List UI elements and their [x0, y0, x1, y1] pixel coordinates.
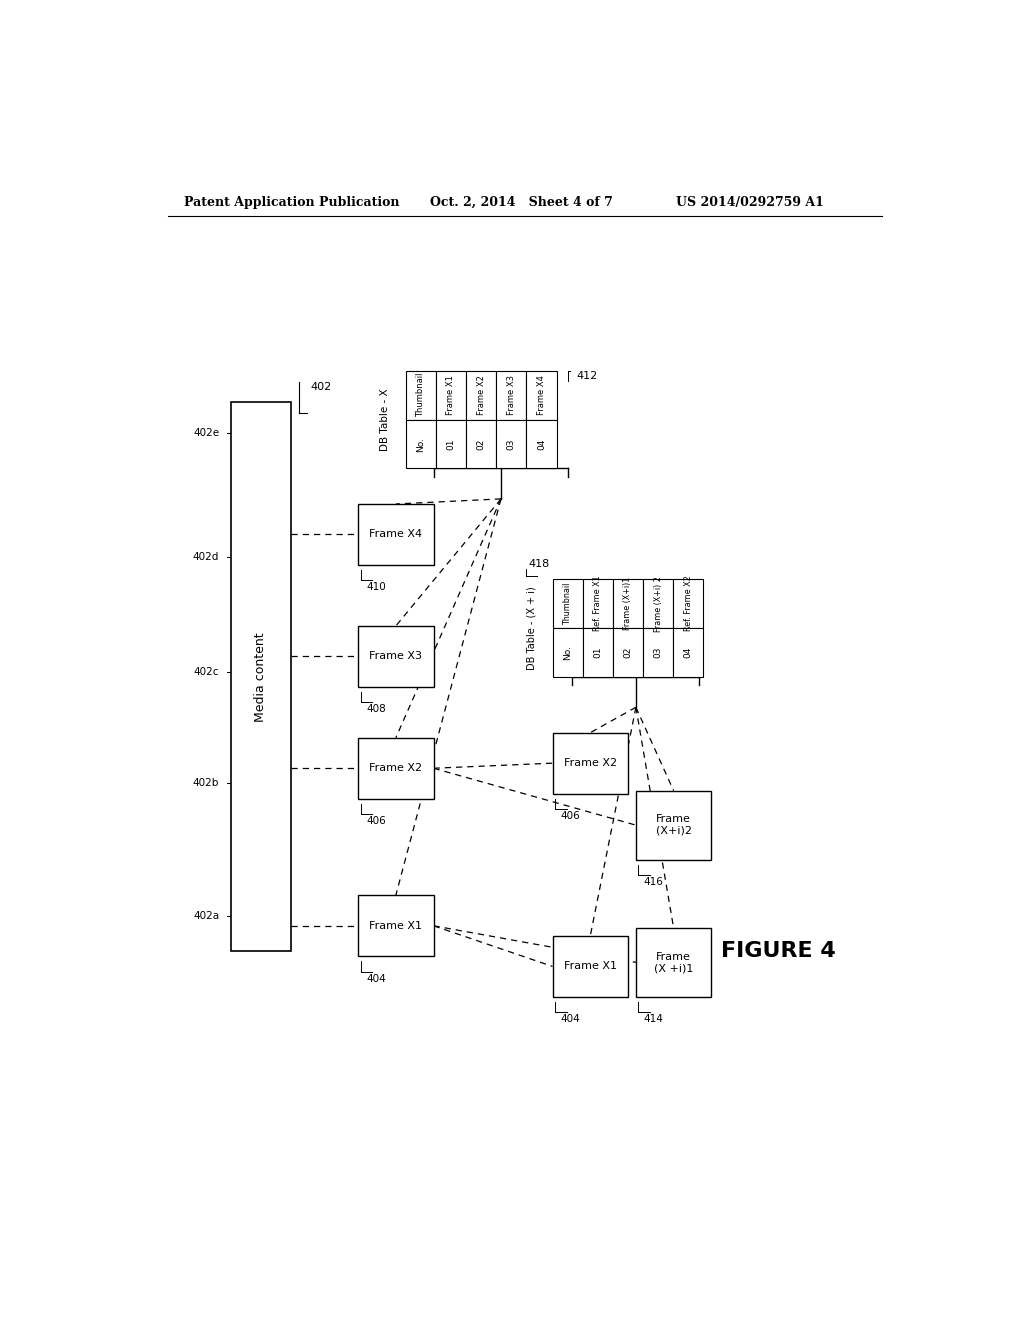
FancyBboxPatch shape: [553, 733, 628, 793]
Text: Frame X2: Frame X2: [370, 763, 423, 774]
FancyBboxPatch shape: [673, 628, 703, 677]
Text: Frame
(X +i)1: Frame (X +i)1: [654, 952, 693, 973]
Text: Thumbnail: Thumbnail: [563, 582, 572, 624]
Text: Frame X2: Frame X2: [476, 375, 485, 416]
FancyBboxPatch shape: [553, 936, 628, 997]
Text: 402d: 402d: [193, 552, 219, 562]
Text: Frame (X+i) 2: Frame (X+i) 2: [653, 576, 663, 631]
Text: 402a: 402a: [194, 911, 219, 920]
FancyBboxPatch shape: [358, 504, 433, 565]
Text: Thumbnail: Thumbnail: [417, 374, 425, 417]
Text: 418: 418: [528, 558, 550, 569]
FancyBboxPatch shape: [358, 895, 433, 956]
Text: DB Table - (X + i): DB Table - (X + i): [526, 586, 537, 669]
FancyBboxPatch shape: [497, 371, 526, 420]
FancyBboxPatch shape: [673, 579, 703, 628]
Text: 402b: 402b: [193, 779, 219, 788]
FancyBboxPatch shape: [583, 579, 613, 628]
FancyBboxPatch shape: [358, 626, 433, 686]
Text: 406: 406: [367, 816, 386, 826]
FancyBboxPatch shape: [497, 420, 526, 469]
Text: 402e: 402e: [194, 428, 219, 438]
Text: No.: No.: [417, 437, 425, 451]
FancyBboxPatch shape: [553, 579, 583, 628]
Text: 412: 412: [577, 371, 598, 381]
Text: FIGURE 4: FIGURE 4: [721, 941, 837, 961]
Text: 414: 414: [644, 1014, 664, 1024]
Text: Frame X1: Frame X1: [564, 961, 616, 972]
Text: 01: 01: [593, 647, 602, 659]
Text: Ref. Frame X2: Ref. Frame X2: [684, 576, 693, 631]
Text: 03: 03: [507, 438, 516, 450]
Text: Media content: Media content: [254, 632, 267, 722]
FancyBboxPatch shape: [643, 579, 673, 628]
Text: Frame X1: Frame X1: [446, 375, 456, 416]
Text: Ref. Frame X1: Ref. Frame X1: [593, 576, 602, 631]
Text: 03: 03: [653, 647, 663, 659]
Text: 402c: 402c: [194, 667, 219, 677]
FancyBboxPatch shape: [436, 420, 466, 469]
FancyBboxPatch shape: [583, 628, 613, 677]
Text: 408: 408: [367, 705, 386, 714]
FancyBboxPatch shape: [526, 371, 557, 420]
FancyBboxPatch shape: [643, 628, 673, 677]
Text: No.: No.: [563, 645, 572, 660]
Text: 04: 04: [537, 438, 546, 450]
Text: Patent Application Publication: Patent Application Publication: [183, 195, 399, 209]
Text: Frame X4: Frame X4: [537, 375, 546, 416]
FancyBboxPatch shape: [406, 371, 436, 420]
FancyBboxPatch shape: [613, 628, 643, 677]
FancyBboxPatch shape: [613, 579, 643, 628]
FancyBboxPatch shape: [526, 420, 557, 469]
Text: 02: 02: [624, 647, 633, 659]
Text: 406: 406: [560, 810, 581, 821]
Text: 404: 404: [367, 974, 386, 983]
FancyBboxPatch shape: [466, 420, 497, 469]
FancyBboxPatch shape: [358, 738, 433, 799]
FancyBboxPatch shape: [406, 420, 436, 469]
Text: Frame X3: Frame X3: [370, 652, 422, 661]
FancyBboxPatch shape: [436, 371, 466, 420]
FancyBboxPatch shape: [231, 403, 291, 952]
FancyBboxPatch shape: [636, 928, 712, 997]
Text: 410: 410: [367, 582, 386, 593]
Text: 402: 402: [310, 381, 332, 392]
Text: Frame (X+i)1: Frame (X+i)1: [624, 577, 633, 630]
Text: 01: 01: [446, 438, 456, 450]
Text: Frame
(X+i)2: Frame (X+i)2: [655, 814, 691, 836]
Text: 416: 416: [644, 876, 664, 887]
Text: 404: 404: [560, 1014, 581, 1024]
Text: Oct. 2, 2014   Sheet 4 of 7: Oct. 2, 2014 Sheet 4 of 7: [430, 195, 612, 209]
Text: 02: 02: [476, 438, 485, 450]
FancyBboxPatch shape: [466, 371, 497, 420]
FancyBboxPatch shape: [553, 628, 583, 677]
Text: Frame X1: Frame X1: [370, 921, 422, 931]
Text: Frame X3: Frame X3: [507, 375, 516, 416]
FancyBboxPatch shape: [636, 791, 712, 859]
Text: DB Table - X: DB Table - X: [380, 388, 390, 451]
Text: 04: 04: [684, 647, 693, 659]
Text: Frame X2: Frame X2: [563, 758, 616, 768]
Text: Frame X4: Frame X4: [370, 529, 423, 540]
Text: US 2014/0292759 A1: US 2014/0292759 A1: [676, 195, 823, 209]
